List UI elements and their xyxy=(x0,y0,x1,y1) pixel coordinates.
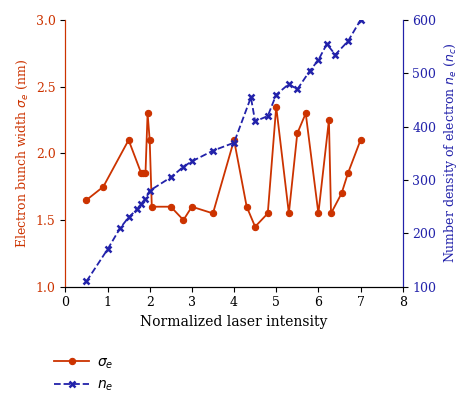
X-axis label: Normalized laser intensity: Normalized laser intensity xyxy=(140,315,328,329)
Line: $n_e$: $n_e$ xyxy=(83,16,364,285)
$n_e$ xyxy=(105,247,110,252)
$\sigma_e$ xyxy=(149,204,155,209)
$\sigma_e$ xyxy=(189,204,195,209)
$n_e$ xyxy=(143,196,148,201)
$\sigma_e$ xyxy=(345,171,351,176)
$\sigma_e$ xyxy=(244,204,249,209)
$\sigma_e$ xyxy=(339,191,345,196)
Legend: $\sigma_e$, $n_e$: $\sigma_e$, $n_e$ xyxy=(55,355,114,393)
Y-axis label: Number density of electron $n_e$ ($n_c$): Number density of electron $n_e$ ($n_c$) xyxy=(442,43,459,264)
$n_e$ xyxy=(307,68,313,73)
$n_e$ xyxy=(273,92,279,97)
$n_e$ xyxy=(181,164,186,169)
$\sigma_e$ xyxy=(252,224,258,229)
$\sigma_e$ xyxy=(210,211,216,216)
$n_e$ xyxy=(189,159,195,164)
$n_e$ xyxy=(248,95,254,100)
$n_e$ xyxy=(332,52,338,57)
$n_e$ xyxy=(168,175,173,180)
Y-axis label: Electron bunch width $\sigma_e$ (nm): Electron bunch width $\sigma_e$ (nm) xyxy=(15,59,30,248)
$n_e$ xyxy=(252,119,258,124)
$n_e$ xyxy=(83,279,89,284)
$\sigma_e$ xyxy=(303,111,309,116)
$\sigma_e$ xyxy=(143,171,148,176)
$\sigma_e$ xyxy=(294,131,300,136)
$\sigma_e$ xyxy=(83,198,89,202)
$\sigma_e$ xyxy=(316,211,321,216)
$\sigma_e$ xyxy=(231,138,237,142)
$\sigma_e$ xyxy=(168,204,173,209)
$n_e$ xyxy=(265,114,271,118)
$\sigma_e$ xyxy=(138,171,144,176)
$n_e$ xyxy=(231,140,237,145)
$\sigma_e$ xyxy=(147,138,153,142)
$\sigma_e$ xyxy=(326,118,332,122)
$\sigma_e$ xyxy=(181,218,186,222)
$\sigma_e$ xyxy=(145,111,150,116)
$\sigma_e$ xyxy=(140,171,146,176)
$n_e$ xyxy=(134,207,140,212)
$\sigma_e$ xyxy=(100,184,106,189)
$n_e$ xyxy=(358,18,364,22)
$n_e$ xyxy=(126,215,131,220)
$n_e$ xyxy=(316,58,321,62)
$n_e$ xyxy=(294,87,300,92)
$\sigma_e$ xyxy=(126,138,131,142)
$\sigma_e$ xyxy=(328,211,334,216)
$n_e$ xyxy=(118,226,123,230)
$\sigma_e$ xyxy=(286,211,292,216)
Line: $\sigma_e$: $\sigma_e$ xyxy=(83,104,364,230)
$\sigma_e$ xyxy=(358,138,364,142)
$\sigma_e$ xyxy=(265,211,271,216)
$n_e$ xyxy=(286,82,292,86)
$n_e$ xyxy=(345,39,351,44)
$n_e$ xyxy=(324,42,329,46)
$n_e$ xyxy=(210,148,216,153)
$n_e$ xyxy=(147,188,153,193)
$\sigma_e$ xyxy=(273,104,279,109)
$n_e$ xyxy=(138,202,144,206)
